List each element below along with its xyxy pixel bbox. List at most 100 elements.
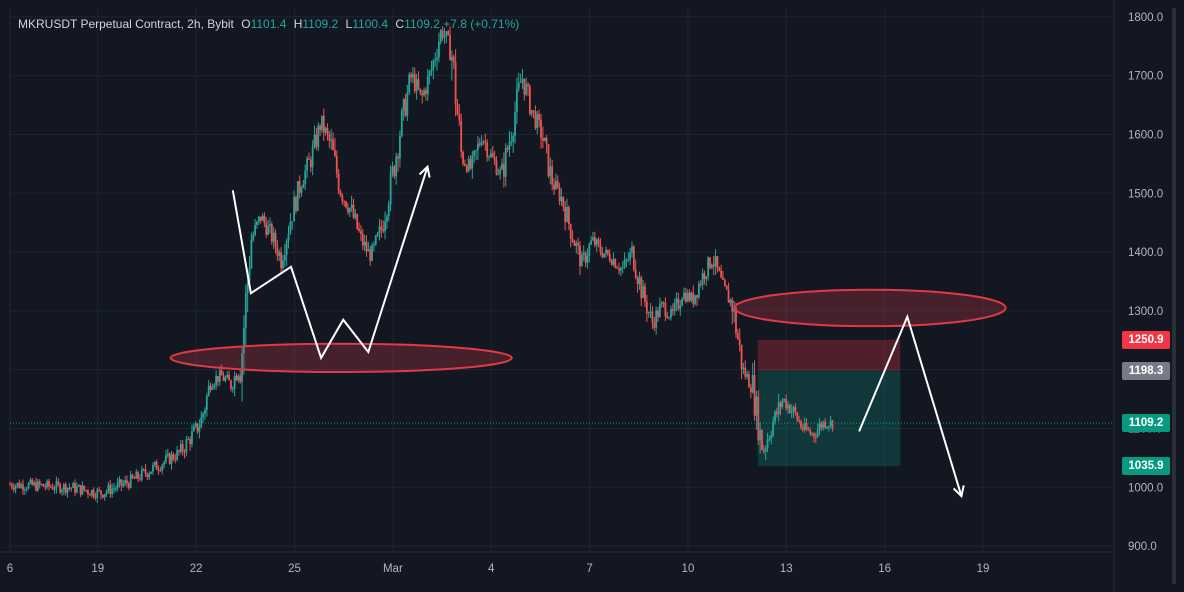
candle-body <box>400 110 403 137</box>
candle-body <box>434 60 437 62</box>
candle-body <box>127 483 130 488</box>
candle-body <box>818 423 821 430</box>
candle-body <box>506 147 509 150</box>
candle-body <box>606 249 609 255</box>
candle-body <box>92 490 95 497</box>
candle-body <box>785 399 788 409</box>
candle-body <box>512 135 515 142</box>
candle-body <box>694 295 697 305</box>
candle-body <box>254 224 256 235</box>
candle-body <box>9 484 11 486</box>
candle-body <box>207 385 210 396</box>
candle-body <box>742 367 745 370</box>
candle-body <box>373 244 375 246</box>
candle-body <box>100 490 102 495</box>
candle-body <box>692 292 695 305</box>
candle-body <box>330 139 333 141</box>
candle-body <box>309 159 312 168</box>
candle-body <box>541 138 544 141</box>
candle-body <box>755 396 758 416</box>
candle-body <box>202 413 204 418</box>
candle-body <box>311 146 314 168</box>
candle-body <box>363 241 366 246</box>
low-label: L <box>345 17 353 31</box>
candle-body <box>738 339 741 345</box>
candle-body <box>536 114 539 129</box>
candle-body <box>603 253 606 258</box>
candle-body <box>580 254 583 267</box>
y-tick-label: 1700.0 <box>1128 71 1163 83</box>
candle-body <box>165 455 167 462</box>
candle-body <box>31 479 34 485</box>
x-tick-label: 13 <box>780 563 793 575</box>
candle-body <box>645 301 648 314</box>
candle-body <box>651 311 654 323</box>
candle-body <box>465 165 468 172</box>
candle-body <box>753 375 756 416</box>
candle-body <box>187 439 190 441</box>
candle-body <box>783 399 786 401</box>
candle-body <box>718 267 721 271</box>
candle-body <box>421 93 424 96</box>
candle-body <box>176 450 179 460</box>
candle-body <box>295 197 297 211</box>
candle-body <box>538 114 541 120</box>
candle-body <box>14 485 17 490</box>
candle-body <box>814 436 817 438</box>
candle-body <box>113 488 115 490</box>
candle-body <box>178 450 180 452</box>
candle-body <box>139 478 141 480</box>
candle-body <box>456 104 459 115</box>
candle-body <box>532 110 535 112</box>
candle-body <box>829 420 832 427</box>
candle-body <box>252 234 255 240</box>
candle-body <box>746 374 749 377</box>
candle-body <box>757 396 760 441</box>
symbol-title[interactable]: MKRUSDT Perpetual Contract, 2h, Bybit <box>18 17 234 31</box>
candle-body <box>412 73 414 78</box>
candle-body <box>445 31 448 36</box>
candle-body <box>88 494 91 496</box>
candle-body <box>410 74 412 78</box>
candle-body <box>22 484 24 491</box>
candle-body <box>504 147 507 177</box>
candle-body <box>87 490 89 495</box>
candle-body <box>404 99 407 116</box>
candle-body <box>354 214 357 218</box>
candle-body <box>714 256 717 267</box>
candle-body <box>49 486 52 488</box>
candle-body <box>664 302 667 317</box>
candle-body <box>790 410 793 413</box>
candle-body <box>321 115 323 131</box>
candle-body <box>135 471 138 479</box>
candle-body <box>476 143 479 151</box>
candle-body <box>616 267 619 269</box>
candle-body <box>16 482 19 486</box>
candle-body <box>772 421 775 436</box>
candle-body <box>486 142 489 157</box>
candle-body <box>428 71 431 77</box>
candle-body <box>172 454 175 460</box>
candle-body <box>79 485 82 495</box>
candle-body <box>285 241 288 256</box>
candle-body <box>681 298 684 306</box>
candle-body <box>660 302 663 305</box>
candle-body <box>491 153 494 158</box>
candle-body <box>577 243 580 246</box>
candle-body <box>161 464 164 471</box>
candle-body <box>302 184 305 188</box>
candle-body <box>360 230 362 234</box>
candle-body <box>723 279 726 286</box>
candle-body <box>824 421 827 428</box>
candle-body <box>23 489 26 491</box>
candle-body <box>493 157 496 161</box>
candle-body <box>729 299 732 303</box>
candle-body <box>816 429 819 437</box>
candle-body <box>480 142 483 145</box>
candle-body <box>35 482 37 491</box>
candle-body <box>545 137 548 145</box>
candle-body <box>683 292 685 299</box>
candle-body <box>471 155 474 169</box>
arrow-head-2 <box>952 485 965 499</box>
